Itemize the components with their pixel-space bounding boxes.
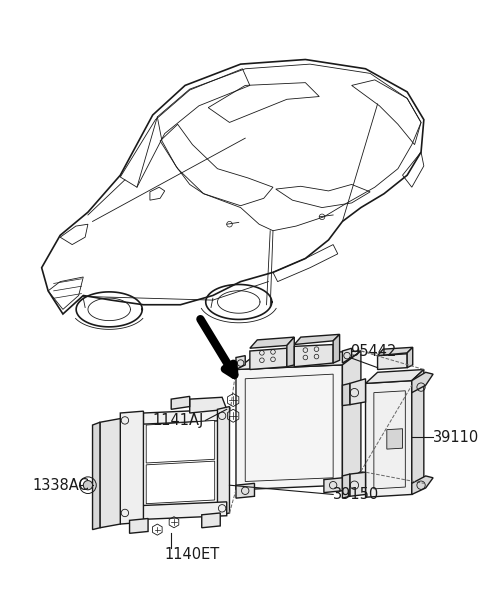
Text: 39110: 39110 (433, 429, 480, 444)
Polygon shape (236, 351, 361, 370)
Polygon shape (324, 478, 342, 493)
Polygon shape (236, 356, 245, 370)
Polygon shape (366, 380, 412, 497)
Polygon shape (171, 396, 190, 409)
Polygon shape (350, 379, 366, 405)
Polygon shape (287, 337, 294, 367)
Polygon shape (100, 418, 120, 528)
Polygon shape (342, 384, 350, 406)
Polygon shape (236, 484, 254, 498)
Polygon shape (294, 334, 340, 344)
Polygon shape (120, 502, 227, 520)
Polygon shape (236, 365, 342, 490)
Text: 1140ET: 1140ET (165, 547, 220, 562)
Polygon shape (146, 420, 215, 463)
Polygon shape (120, 411, 144, 524)
Polygon shape (190, 397, 227, 413)
Polygon shape (378, 347, 413, 356)
Polygon shape (202, 513, 220, 528)
Polygon shape (342, 348, 352, 363)
Text: 1338AC: 1338AC (32, 478, 89, 493)
Polygon shape (407, 347, 413, 368)
Polygon shape (93, 422, 100, 529)
Text: 39150: 39150 (333, 487, 379, 502)
Polygon shape (387, 429, 403, 449)
Polygon shape (333, 334, 340, 363)
Polygon shape (217, 406, 229, 516)
Polygon shape (294, 344, 333, 367)
Polygon shape (350, 472, 366, 496)
Polygon shape (412, 372, 433, 393)
Polygon shape (412, 476, 433, 494)
Polygon shape (146, 461, 215, 504)
Polygon shape (412, 370, 424, 494)
Text: 95442: 95442 (350, 344, 396, 359)
Polygon shape (378, 354, 407, 370)
Polygon shape (250, 348, 287, 370)
Text: 1141AJ: 1141AJ (153, 413, 204, 428)
Polygon shape (130, 519, 148, 533)
Polygon shape (250, 337, 294, 348)
Polygon shape (342, 474, 350, 498)
Polygon shape (342, 351, 361, 485)
Polygon shape (144, 409, 227, 424)
Polygon shape (366, 370, 424, 384)
Circle shape (84, 481, 93, 490)
